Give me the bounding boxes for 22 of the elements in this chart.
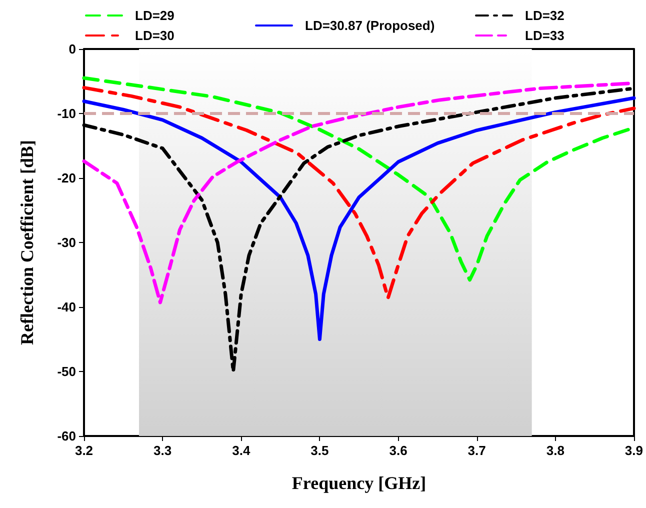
legend-label: LD=33 [525,28,564,43]
x-tick-label: 3.5 [310,443,329,458]
x-axis-title: Frequency [GHz] [292,473,426,493]
legend-label: LD=30 [135,28,174,43]
x-tick-label: 3.2 [74,443,94,458]
y-tick-label: -50 [57,364,76,379]
x-tick-label: 3.9 [624,443,644,458]
y-tick-label: -40 [57,300,76,314]
legend-label: LD=30.87 (Proposed) [305,18,435,33]
x-tick-label: 3.7 [468,443,486,458]
y-tick-label: -30 [57,235,76,250]
y-tick-label: -20 [57,170,76,186]
legend-label: LD=29 [135,8,174,23]
y-tick-label: -10 [57,106,76,121]
legend-label: LD=32 [525,8,564,23]
y-axis-title: Reflection Coefficient [dB] [17,140,37,345]
y-tick-label: -60 [57,428,76,444]
x-tick-label: 3.6 [389,443,408,458]
y-tick-label: 0 [68,42,76,56]
x-tick-label: 3.3 [154,443,172,458]
x-tick-label: 3.4 [232,443,251,458]
x-tick-label: 3.8 [546,443,564,458]
